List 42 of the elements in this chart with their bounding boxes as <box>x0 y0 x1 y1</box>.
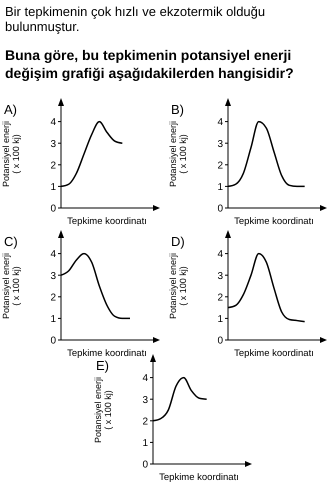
x-axis-title: Tepkime koordinatı <box>67 348 147 359</box>
y-tick-label: 2 <box>50 292 56 304</box>
chart-title: B) <box>171 102 184 117</box>
x-axis-title: Tepkime koordinatı <box>234 216 314 227</box>
y-axis-title: Potansiyel enerji ( x 100 kj) <box>93 376 113 444</box>
x-axis-title: Tepkime koordinatı <box>159 472 239 483</box>
chart-title: C) <box>4 234 18 249</box>
y-tick-label: 3 <box>217 270 224 282</box>
y-tick-label: 0 <box>217 204 224 215</box>
y-tick-label: 4 <box>217 249 224 260</box>
y-tick-label: 0 <box>142 460 148 471</box>
y-axis-title: Potansiyel enerji ( x 100 kj) <box>1 120 21 188</box>
y-axis-title: Potansiyel enerji ( x 100 kj) <box>168 252 188 320</box>
y-tick-label: 4 <box>50 249 56 260</box>
chart-title: D) <box>171 234 185 249</box>
y-tick-label: 1 <box>50 182 56 193</box>
y-tick-label: 2 <box>50 160 56 172</box>
y-tick-label: 2 <box>142 416 148 428</box>
y-tick-label: 3 <box>50 270 56 282</box>
y-tick-label: 0 <box>50 336 56 347</box>
y-tick-label: 3 <box>50 138 56 150</box>
x-axis-title: Tepkime koordinatı <box>67 216 147 227</box>
y-tick-label: 2 <box>217 160 224 172</box>
y-tick-label: 1 <box>50 314 56 325</box>
y-tick-label: 0 <box>217 336 224 347</box>
y-tick-label: 4 <box>142 373 148 384</box>
text: Buna göre, bu tepkimenin potansiyel enerji değişim grafiği aşağıdakilerden hangisidir? <box>5 46 295 82</box>
y-tick-label: 2 <box>217 292 224 304</box>
y-tick-label: 1 <box>217 314 224 325</box>
y-tick-label: 1 <box>142 438 148 449</box>
y-tick-label: 3 <box>217 138 224 150</box>
y-axis-title: Potansiyel enerji ( x 100 kj) <box>1 252 21 320</box>
text: Bir tepkimenin çok hızlı ve ekzotermik olduğu bulunmuştur. <box>5 4 266 34</box>
y-tick-label: 1 <box>217 182 224 193</box>
y-axis-title: Potansiyel enerji ( x 100 kj) <box>168 120 188 188</box>
chart-title: A) <box>4 102 17 117</box>
y-tick-label: 4 <box>217 117 224 128</box>
y-tick-label: 0 <box>50 204 56 215</box>
x-axis-title: Tepkime koordinatı <box>234 348 314 359</box>
y-tick-label: 3 <box>142 394 148 406</box>
y-tick-label: 4 <box>50 117 56 128</box>
chart-title: E) <box>96 358 109 373</box>
